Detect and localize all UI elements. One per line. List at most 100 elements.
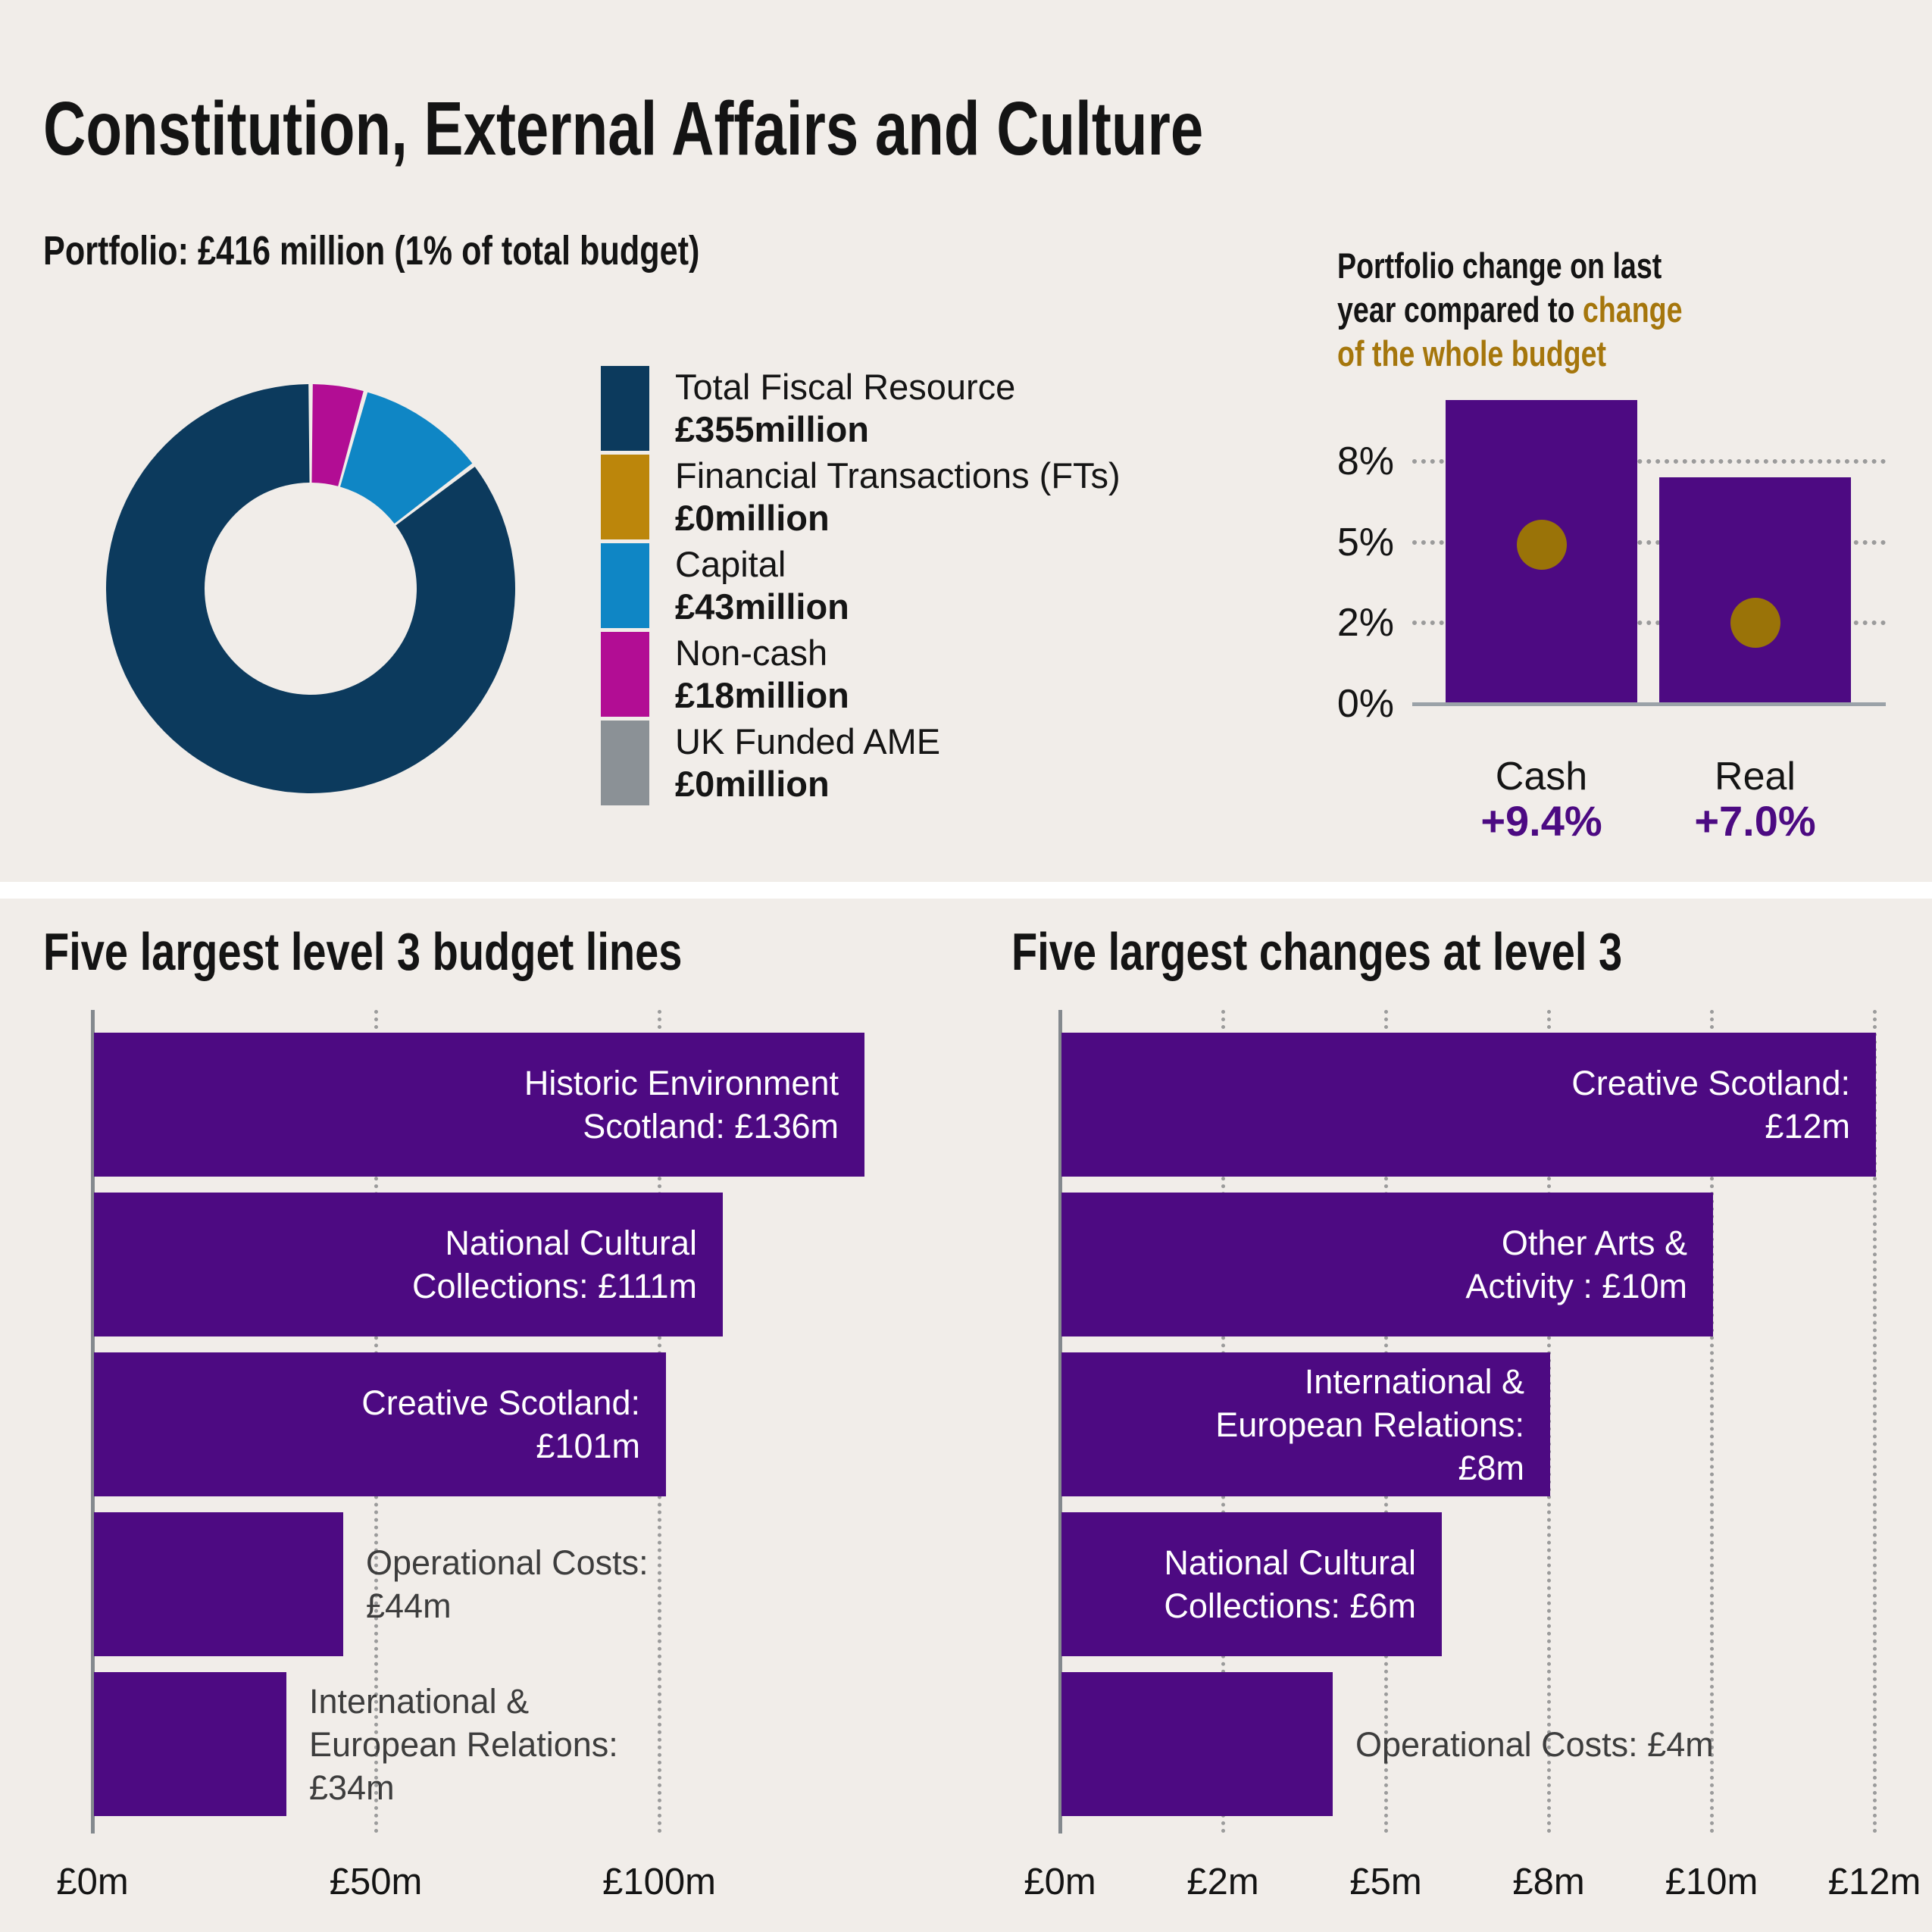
bar-label-line: European Relations: bbox=[1215, 1405, 1524, 1444]
title-segment: change bbox=[1582, 289, 1683, 330]
changes-chart-title: Five largest changes at level 3 bbox=[1011, 922, 1623, 981]
bar bbox=[1061, 1672, 1333, 1816]
legend-value: £0million bbox=[675, 764, 830, 804]
change-title-line: Portfolio change on last bbox=[1337, 244, 1662, 288]
legend-label: Capital bbox=[675, 544, 786, 584]
bar bbox=[94, 1672, 286, 1816]
change-title-line: year compared to change bbox=[1337, 288, 1683, 332]
y-axis-label: 2% bbox=[1336, 601, 1394, 646]
title-segment: Portfolio change on last bbox=[1337, 245, 1662, 286]
bar bbox=[94, 1512, 343, 1656]
bar-label-line: European Relations: bbox=[309, 1724, 618, 1764]
bar-label: Operational Costs: £4m bbox=[1355, 1672, 1780, 1816]
legend-swatch bbox=[601, 721, 649, 805]
bar-label-line: International & bbox=[1304, 1361, 1524, 1401]
legend-text: UK Funded AME £0million bbox=[675, 721, 940, 805]
legend-value: £43million bbox=[675, 586, 849, 627]
y-axis-label: 5% bbox=[1336, 520, 1394, 564]
bar-label: Operational Costs: £44m bbox=[366, 1512, 790, 1656]
bar bbox=[94, 1193, 723, 1336]
bar-label-line: Historic Environment bbox=[524, 1064, 839, 1102]
bar bbox=[1659, 477, 1851, 702]
axis-baseline bbox=[1412, 702, 1886, 706]
change-title-line-wrap: Portfolio change on last bbox=[1337, 244, 1768, 288]
legend-label: Financial Transactions (FTs) bbox=[675, 455, 1121, 496]
gridline bbox=[1710, 1010, 1714, 1834]
legend-item: UK Funded AME £0million bbox=[601, 721, 1121, 805]
bar-label-line: Other Arts & bbox=[1501, 1224, 1687, 1262]
bar-label-line: Creative Scotland: bbox=[361, 1383, 640, 1422]
bar bbox=[1061, 1193, 1713, 1336]
bar-label-line: Operational Costs: £4m bbox=[1355, 1724, 1714, 1764]
legend-label: Total Fiscal Resource bbox=[675, 367, 1016, 407]
bar-label: Creative Scotland: £101m bbox=[94, 1352, 640, 1496]
bar-label-line: Collections: £6m bbox=[1164, 1587, 1416, 1625]
x-tick-label: £50m bbox=[329, 1862, 423, 1902]
change-chart-title: Portfolio change on last year compared to… bbox=[1337, 244, 1768, 376]
x-tick-label: £12m bbox=[1827, 1862, 1921, 1902]
category-label: Real bbox=[1715, 755, 1796, 799]
x-tick-label: £10m bbox=[1665, 1862, 1758, 1902]
donut-slice bbox=[340, 392, 473, 524]
donut-slice bbox=[106, 384, 515, 793]
legend-value: £0million bbox=[675, 498, 830, 538]
x-tick-label: £2m bbox=[1186, 1862, 1259, 1902]
gridline bbox=[1873, 1010, 1877, 1834]
bar-label-line: £34m bbox=[309, 1768, 395, 1807]
section-divider bbox=[0, 882, 1932, 899]
bar bbox=[1061, 1512, 1442, 1656]
change-value-label: +7.0% bbox=[1694, 797, 1816, 845]
x-tick-label: £0m bbox=[56, 1862, 129, 1902]
page-title: Constitution, External Affairs and Cultu… bbox=[43, 86, 1204, 171]
bar-label-line: Activity : £10m bbox=[1465, 1267, 1687, 1305]
bar-label-line: Collections: £111m bbox=[411, 1267, 697, 1305]
change-value-label: +9.4% bbox=[1480, 797, 1602, 845]
portfolio-heading: Portfolio: £416 million (1% of total bud… bbox=[43, 228, 700, 274]
bar-label: International & European Relations: £8m bbox=[1061, 1352, 1524, 1496]
bar-label-line: National Cultural bbox=[445, 1224, 697, 1262]
legend-swatch bbox=[601, 455, 649, 539]
legend-swatch bbox=[601, 366, 649, 451]
gridline bbox=[1412, 458, 1886, 464]
legend-swatch bbox=[601, 543, 649, 628]
gridline bbox=[1412, 621, 1886, 626]
bar bbox=[1061, 1033, 1876, 1177]
legend-item: Total Fiscal Resource £355million bbox=[601, 366, 1121, 451]
bar-label: Historic Environment Scotland: £136m bbox=[94, 1033, 839, 1177]
x-tick-label: £100m bbox=[602, 1862, 716, 1902]
legend-text: Total Fiscal Resource £355million bbox=[675, 366, 1015, 451]
portfolio-legend: Total Fiscal Resource £355million Financia… bbox=[601, 366, 1121, 809]
x-tick-label: £5m bbox=[1349, 1862, 1422, 1902]
bar-label-line: Operational Costs: bbox=[366, 1543, 649, 1582]
whole-budget-dot bbox=[1730, 598, 1780, 649]
bar-label-line: £8m bbox=[1458, 1448, 1524, 1487]
gridline bbox=[1412, 539, 1886, 545]
bar-label: Creative Scotland: £12m bbox=[1061, 1033, 1850, 1177]
bar-label: International & European Relations: £34m bbox=[309, 1672, 733, 1816]
legend-item: Non-cash £18million bbox=[601, 632, 1121, 717]
budget-lines-chart-title: Five largest level 3 budget lines bbox=[43, 922, 683, 981]
y-axis-line bbox=[1058, 1010, 1062, 1834]
legend-item: Capital £43million bbox=[601, 543, 1121, 628]
legend-value: £355million bbox=[675, 409, 869, 449]
bar bbox=[94, 1033, 864, 1177]
bar-label: Other Arts & Activity : £10m bbox=[1061, 1193, 1687, 1336]
whole-budget-dot bbox=[1516, 520, 1567, 571]
legend-value: £18million bbox=[675, 675, 849, 715]
donut-slice bbox=[311, 384, 364, 486]
legend-text: Financial Transactions (FTs) £0million bbox=[675, 455, 1121, 539]
legend-text: Capital £43million bbox=[675, 543, 849, 628]
bar bbox=[1061, 1352, 1550, 1496]
y-axis-label: 8% bbox=[1336, 439, 1394, 483]
bar-label-line: National Cultural bbox=[1164, 1543, 1416, 1582]
x-tick-label: £0m bbox=[1024, 1862, 1096, 1902]
bar-label-line: International & bbox=[309, 1681, 530, 1721]
bar-label: National Cultural Collections: £6m bbox=[1061, 1512, 1416, 1656]
bar-label-line: Creative Scotland: bbox=[1571, 1064, 1850, 1102]
legend-item: Financial Transactions (FTs) £0million bbox=[601, 455, 1121, 539]
bar-label-line: Scotland: £136m bbox=[583, 1107, 839, 1146]
change-title-line-wrap: of the whole budget bbox=[1337, 332, 1768, 376]
legend-label: Non-cash bbox=[675, 633, 828, 673]
y-axis-label: 0% bbox=[1336, 682, 1394, 726]
